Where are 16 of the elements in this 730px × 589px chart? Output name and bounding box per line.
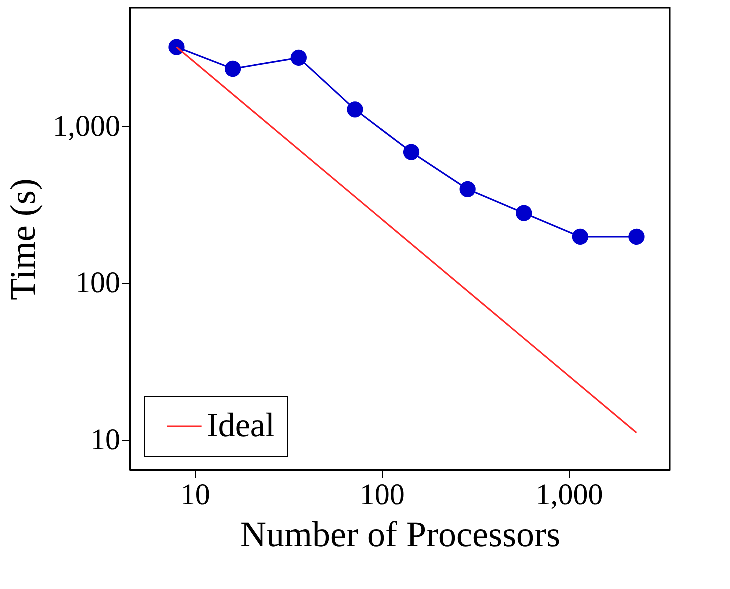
- y-tick-label: 10: [90, 424, 120, 457]
- x-tick-label: 1,000: [536, 478, 604, 512]
- point: [460, 181, 476, 198]
- point: [572, 228, 588, 246]
- point: [347, 102, 364, 118]
- x-axis-title: Number of Processors: [240, 514, 560, 554]
- x-tick-label: 10: [180, 478, 210, 512]
- point: [403, 144, 420, 160]
- point: [516, 205, 532, 222]
- x-tick-label: 100: [360, 478, 405, 512]
- point: [290, 50, 307, 66]
- y-axis-title: Time (s): [3, 178, 43, 300]
- point: [628, 228, 645, 246]
- legend-label: Ideal: [207, 408, 275, 444]
- y-tick-label: 1,000: [53, 110, 120, 143]
- y-tick-label: 100: [76, 266, 120, 300]
